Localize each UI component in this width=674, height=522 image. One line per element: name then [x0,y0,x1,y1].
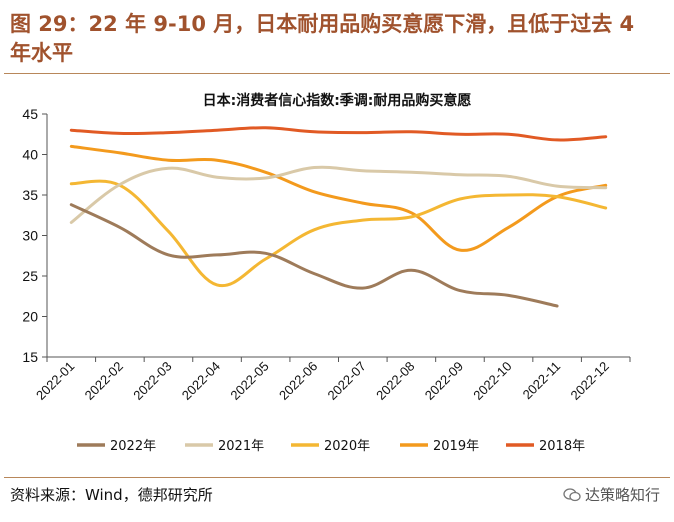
series-line-2019 [69,144,608,252]
y-tick-label: 45 [22,106,38,122]
series-line-2021 [69,165,608,224]
legend-label: 2022年 [110,439,156,454]
x-tick-label: 2022-08 [373,359,417,403]
x-tick-label: 2022-07 [325,359,369,403]
x-tick-label: 2022-12 [567,359,611,403]
y-tick-label: 20 [22,309,38,325]
x-tick-label: 2022-01 [33,359,77,403]
x-tick-label: 2022-09 [422,359,466,403]
x-tick-label: 2022-02 [82,359,126,403]
y-tick-label: 25 [22,268,38,284]
legend-label: 2020年 [324,439,370,454]
legend-label: 2018年 [539,439,585,454]
source-note: 资料来源：Wind，德邦研究所 [10,486,213,504]
legend-label: 2019年 [433,439,479,454]
y-tick-label: 40 [22,147,38,163]
y-tick-label: 15 [22,349,38,365]
x-tick-label: 2022-03 [130,359,174,403]
wechat-icon [563,487,581,501]
x-tick-label: 2022-11 [520,359,564,403]
x-tick-label: 2022-04 [179,359,223,403]
y-tick-label: 35 [22,187,38,203]
series-line-2022 [69,203,559,308]
title-divider [4,73,670,74]
chart-title: 日本:消费者信心指数:季调:耐用品购买意愿 [202,93,472,109]
source-divider [4,477,670,478]
x-tick-label: 2022-06 [276,359,320,403]
legend-label: 2021年 [218,439,264,454]
watermark-text: 达策略知行 [584,486,660,504]
series-line-2018 [69,126,608,142]
figure-title: 图 29：22 年 9-10 月，日本耐用品购买意愿下滑，且低于过去 4 年水平 [10,12,635,65]
x-tick-label: 2022-05 [227,359,271,403]
x-tick-label: 2022-10 [470,359,514,403]
y-tick-label: 30 [22,228,38,244]
watermark: 达策略知行 [563,484,660,505]
series-line-2020 [69,179,608,288]
